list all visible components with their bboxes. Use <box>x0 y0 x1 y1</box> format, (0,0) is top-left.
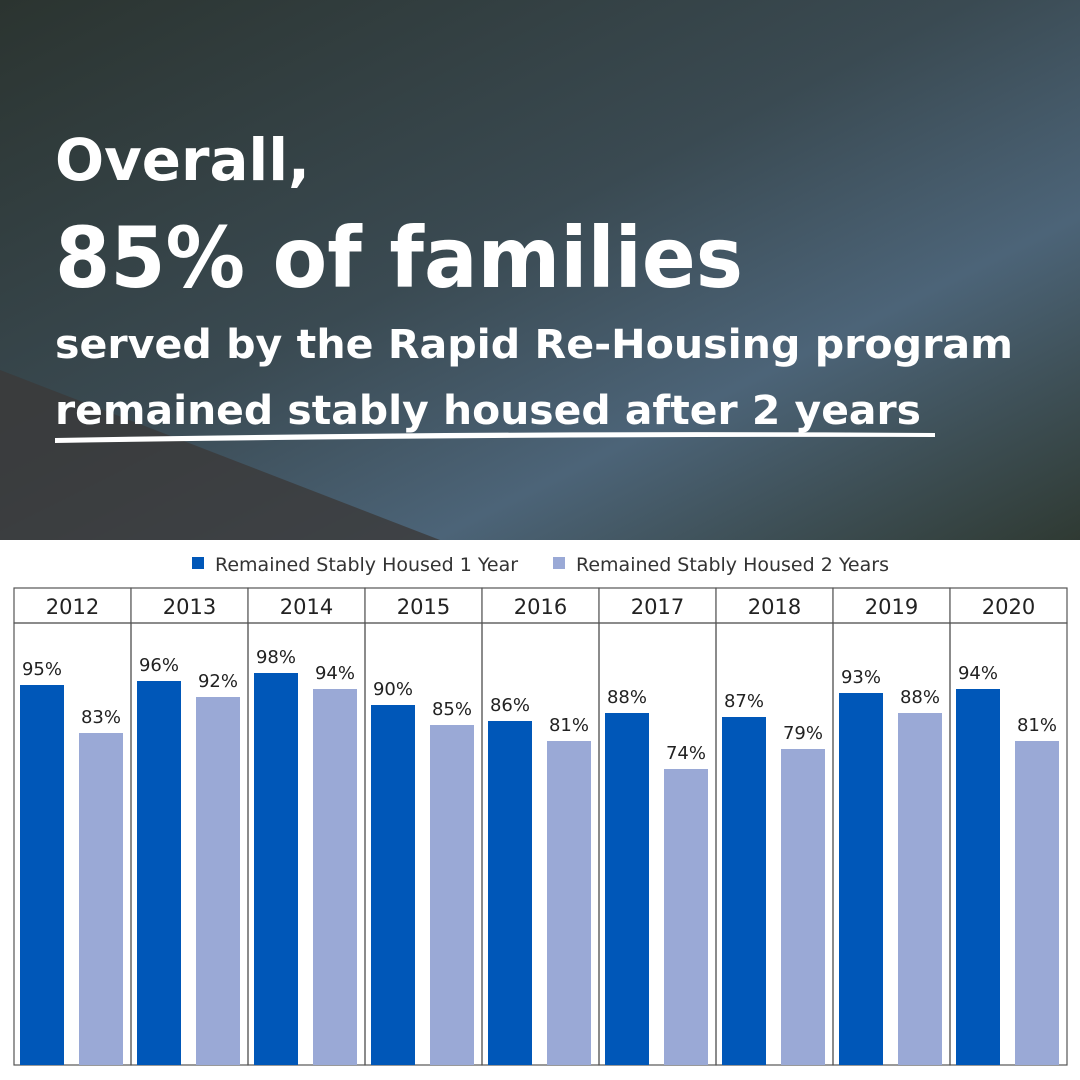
facet-panel <box>949 622 1068 1066</box>
data-label: 81% <box>549 715 589 736</box>
headline-line: remained stably housed after 2 years <box>55 388 921 434</box>
bar <box>196 697 240 1065</box>
data-label: 96% <box>139 655 179 676</box>
facet-label: 2012 <box>46 595 99 619</box>
facet-label: 2016 <box>514 595 567 619</box>
facet-label: 2017 <box>631 595 684 619</box>
facet-header <box>949 587 1068 624</box>
bar <box>430 725 474 1065</box>
headline-line: served by the Rapid Re-Housing program <box>55 322 1013 368</box>
data-label: 94% <box>315 663 355 684</box>
headline-line: Overall, <box>55 126 310 194</box>
facet-label: 2013 <box>163 595 216 619</box>
data-label: 94% <box>958 663 998 684</box>
data-label: 90% <box>373 679 413 700</box>
bar <box>371 705 415 1065</box>
data-label: 88% <box>607 687 647 708</box>
legend-swatch <box>553 557 565 569</box>
legend-label: Remained Stably Housed 1 Year <box>215 554 518 576</box>
bar <box>664 769 708 1065</box>
legend-label: Remained Stably Housed 2 Years <box>576 554 889 576</box>
bar <box>313 689 357 1065</box>
roof <box>0 370 440 540</box>
facet-label: 2015 <box>397 595 450 619</box>
data-label: 81% <box>1017 715 1057 736</box>
bar <box>956 689 1000 1065</box>
data-label: 85% <box>432 699 472 720</box>
bar <box>722 717 766 1065</box>
facet-header <box>481 587 600 624</box>
bar <box>254 673 298 1065</box>
bar <box>79 733 123 1065</box>
bar <box>20 685 64 1065</box>
facet-label: 2018 <box>748 595 801 619</box>
data-label: 79% <box>783 723 823 744</box>
facet-label: 2014 <box>280 595 333 619</box>
data-label: 83% <box>81 707 121 728</box>
data-label: 87% <box>724 691 764 712</box>
legend-swatch <box>192 557 204 569</box>
facet-label: 2020 <box>982 595 1035 619</box>
bar <box>839 693 883 1065</box>
bar <box>1015 741 1059 1065</box>
bar <box>547 741 591 1065</box>
data-label: 88% <box>900 687 940 708</box>
data-label: 92% <box>198 671 238 692</box>
data-label: 74% <box>666 743 706 764</box>
data-label: 93% <box>841 667 881 688</box>
facet-label: 2019 <box>865 595 918 619</box>
bar <box>781 749 825 1065</box>
headline-line: 85% of families <box>55 209 743 307</box>
data-label: 95% <box>22 659 62 680</box>
bar <box>605 713 649 1065</box>
bar <box>898 713 942 1065</box>
bar <box>488 721 532 1065</box>
underline-stroke <box>55 432 935 443</box>
data-label: 98% <box>256 647 296 668</box>
bar <box>137 681 181 1065</box>
data-label: 86% <box>490 695 530 716</box>
